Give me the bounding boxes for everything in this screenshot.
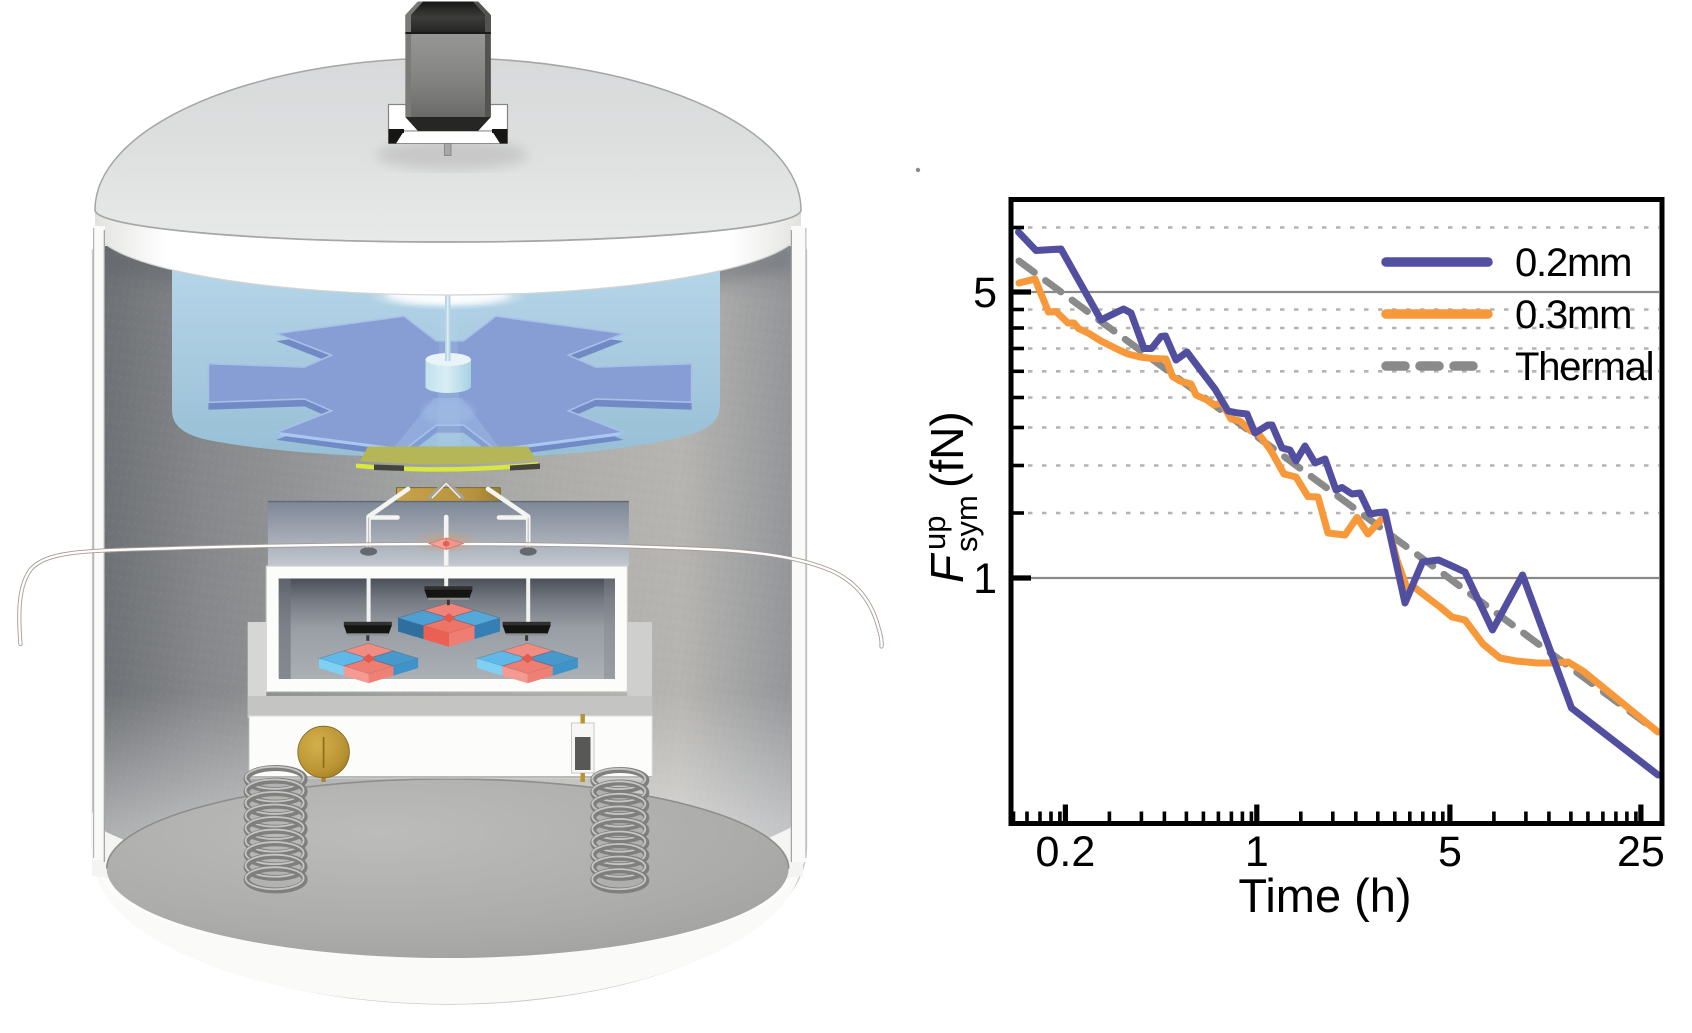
svg-text:5: 5 — [1438, 828, 1462, 876]
svg-text:25: 25 — [1617, 828, 1665, 876]
svg-text:1: 1 — [973, 555, 997, 603]
svg-text:(fN): (fN) — [921, 411, 973, 488]
svg-text:F: F — [921, 552, 973, 583]
svg-text:Thermal: Thermal — [1515, 345, 1653, 389]
svg-text:up: up — [917, 516, 952, 550]
svg-text:1: 1 — [1245, 828, 1269, 876]
svg-text:sym: sym — [949, 495, 984, 552]
svg-text:0.2mm: 0.2mm — [1515, 241, 1631, 285]
svg-text:0.3mm: 0.3mm — [1515, 293, 1631, 337]
svg-text:0.2: 0.2 — [1036, 828, 1096, 876]
svg-text:5: 5 — [973, 269, 997, 317]
svg-text:Time (h): Time (h) — [1238, 869, 1411, 922]
